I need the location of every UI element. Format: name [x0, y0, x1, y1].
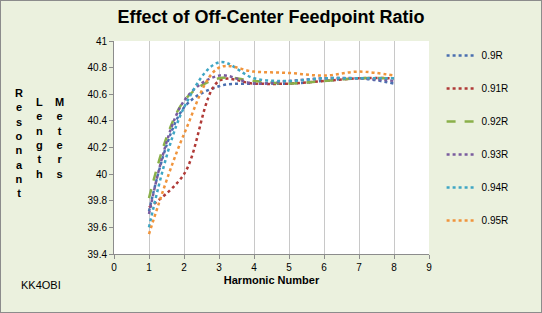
svg-text:39.6: 39.6	[88, 222, 108, 233]
svg-text:40.6: 40.6	[88, 89, 108, 100]
svg-text:7: 7	[356, 262, 362, 273]
svg-text:2: 2	[181, 262, 187, 273]
svg-text:9: 9	[426, 262, 432, 273]
svg-text:Meters: Meters	[55, 96, 64, 180]
svg-text:40.8: 40.8	[88, 62, 108, 73]
svg-text:41: 41	[96, 36, 108, 47]
svg-text:39.4: 39.4	[88, 249, 108, 260]
svg-text:40.4: 40.4	[88, 115, 108, 126]
svg-text:0.92R: 0.92R	[482, 116, 509, 127]
svg-text:0.9R: 0.9R	[482, 50, 503, 61]
svg-text:Resonant: Resonant	[15, 87, 23, 199]
svg-text:Effect of Off-Center Feedpoint: Effect of Off-Center Feedpoint Ratio	[118, 7, 425, 27]
svg-text:0.95R: 0.95R	[482, 215, 509, 226]
svg-text:0.94R: 0.94R	[482, 182, 509, 193]
svg-text:KK4OBI: KK4OBI	[21, 279, 61, 291]
svg-text:Length: Length	[36, 96, 43, 180]
svg-text:40: 40	[96, 169, 108, 180]
svg-text:39.8: 39.8	[88, 195, 108, 206]
svg-text:40.2: 40.2	[88, 142, 108, 153]
svg-text:3: 3	[216, 262, 222, 273]
svg-text:8: 8	[391, 262, 397, 273]
svg-text:0: 0	[111, 262, 117, 273]
svg-text:0.93R: 0.93R	[482, 149, 509, 160]
svg-text:4: 4	[251, 262, 257, 273]
svg-text:1: 1	[146, 262, 152, 273]
svg-text:Harmonic Number: Harmonic Number	[224, 274, 320, 286]
svg-text:5: 5	[286, 262, 292, 273]
svg-text:6: 6	[321, 262, 327, 273]
svg-text:0.91R: 0.91R	[482, 83, 509, 94]
